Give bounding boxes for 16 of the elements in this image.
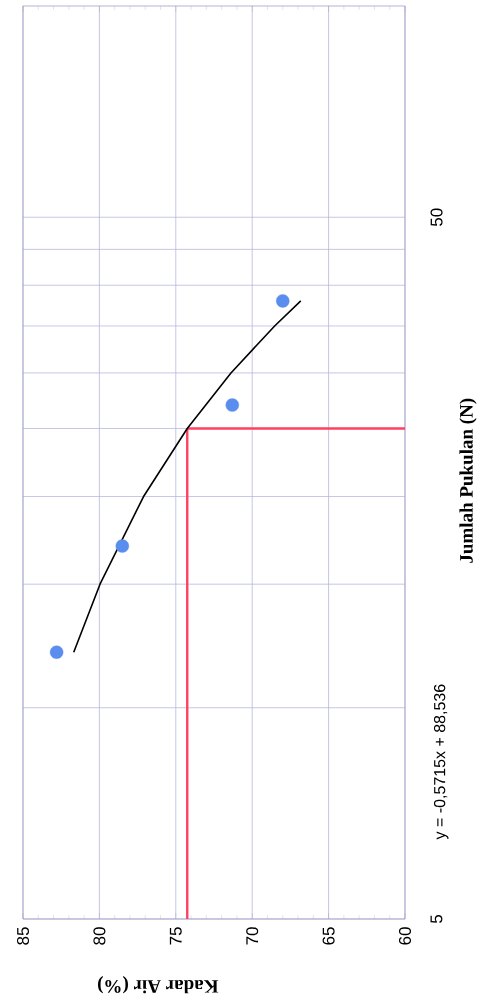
x-tick-label: 80 <box>93 927 106 945</box>
y-tick-label: 5 <box>430 914 443 924</box>
x-tick-label: 85 <box>16 927 30 945</box>
y-tick-label: 50 <box>430 208 443 227</box>
x-axis-title: Kadar Air (%) <box>98 976 219 994</box>
x-tick-label: 70 <box>246 927 259 945</box>
y-axis-title: Jumlah Pukulan (N) <box>459 398 477 563</box>
x-tick-label: 75 <box>169 927 182 945</box>
point <box>49 645 64 659</box>
line-series <box>72 300 302 653</box>
point <box>115 539 130 553</box>
point <box>225 398 240 412</box>
text: y = -0,5715x + 88,536 <box>433 684 449 840</box>
x-tick-label: 60 <box>398 927 412 945</box>
x-tick-label: 65 <box>322 927 335 945</box>
point <box>276 294 290 308</box>
